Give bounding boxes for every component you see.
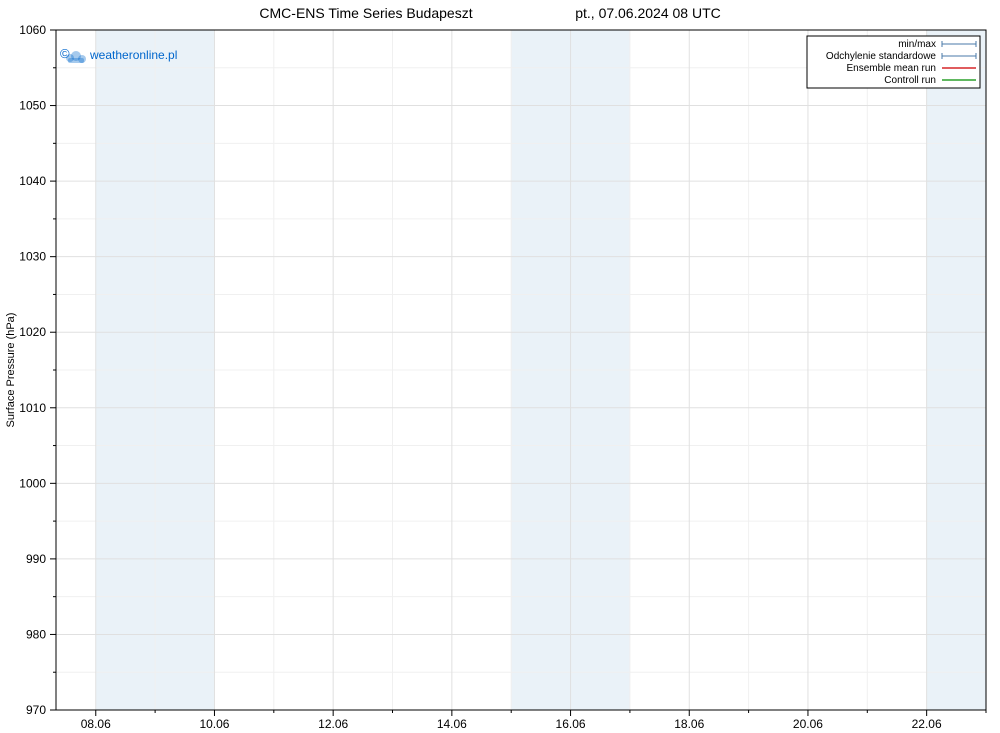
legend-label: min/max xyxy=(898,39,936,50)
attribution: © weatheronline.pl xyxy=(60,46,177,63)
y-tick-label: 1000 xyxy=(19,476,46,490)
y-tick-label: 1040 xyxy=(19,174,46,188)
y-tick-label: 980 xyxy=(26,627,46,641)
x-tick-label: 10.06 xyxy=(199,717,229,731)
y-tick-label: 990 xyxy=(26,552,46,566)
attribution-text: weatheronline.pl xyxy=(89,48,177,62)
chart-title-left: CMC-ENS Time Series Budapeszt xyxy=(259,5,472,21)
chart-container: 08.06 10.06 12.06 14.06 16.06 18.06 20.06 22.06… xyxy=(0,0,1000,733)
x-tick-label: 08.06 xyxy=(81,717,111,731)
y-tick-label: 1010 xyxy=(19,401,46,415)
y-tick-label: 1060 xyxy=(19,23,46,37)
legend-label: Controll run xyxy=(884,75,936,86)
y-tick-label: 1030 xyxy=(19,250,46,264)
y-tick-label: 1020 xyxy=(19,325,46,339)
chart-title-right: pt., 07.06.2024 08 UTC xyxy=(575,5,721,21)
y-axis-label: Surface Pressure (hPa) xyxy=(5,313,17,428)
x-tick-label: 12.06 xyxy=(318,717,348,731)
legend-label: Odchylenie standardowe xyxy=(826,51,937,62)
x-tick-label: 20.06 xyxy=(793,717,823,731)
x-tick-label: 22.06 xyxy=(912,717,942,731)
copyright-symbol: © xyxy=(60,46,70,61)
x-tick-label: 18.06 xyxy=(674,717,704,731)
legend-label: Ensemble mean run xyxy=(847,63,937,74)
y-tick-label: 970 xyxy=(26,703,46,717)
pressure-chart: 08.06 10.06 12.06 14.06 16.06 18.06 20.06 22.06… xyxy=(0,0,1000,733)
x-tick-label: 14.06 xyxy=(437,717,467,731)
x-tick-label: 16.06 xyxy=(556,717,586,731)
y-tick-label: 1050 xyxy=(19,99,46,113)
